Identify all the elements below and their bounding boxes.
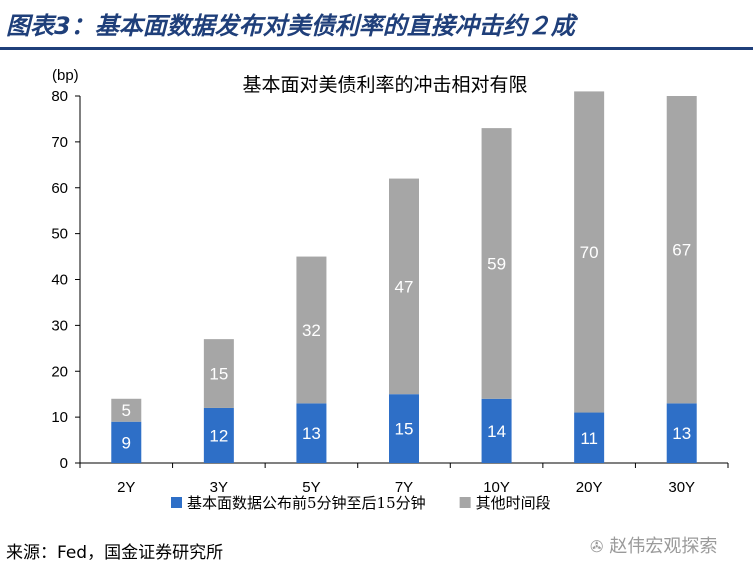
bar-segment [574,91,605,413]
bar-segment [481,128,512,399]
x-axis: 2Y 3Y 5Y 7Y 10Y 20Y 30Y [79,462,729,496]
watermark: ✇ 赵伟宏观探索 [590,532,717,558]
x-tick-label: 7Y [395,479,413,496]
bar-series: 9 5 12 15 13 32 15 47 14 59 11 70 13 67 [111,91,697,463]
y-tick-label: 10 [51,409,68,426]
x-tick-label: 20Y [576,479,603,496]
bar-data-label: 9 [122,433,131,452]
bar-data-label: 12 [209,426,228,445]
bar-segment [666,96,697,404]
y-tick-label: 60 [51,180,68,197]
bar-segment [481,398,512,463]
bar-data-label: 15 [209,365,228,384]
bar-data-label: 11 [580,429,598,448]
watermark-text: 赵伟宏观探索 [609,536,718,557]
bar-data-label: 14 [487,422,506,441]
bar-data-label: 67 [672,241,691,260]
bar-data-label: 13 [302,424,321,443]
bar-data-label: 13 [672,424,691,443]
figure-title: 图表3：基本面数据发布对美债利率的直接冲击约２成 [6,12,575,40]
source-note: 来源：Fed，国金证券研究所 [6,543,224,563]
y-tick-label: 0 [60,455,68,472]
legend-label: 其他时间段 [476,494,551,512]
x-tick-label: 2Y [117,479,135,496]
bar-segment [203,407,234,463]
bar-segment [666,403,697,463]
wechat-icon: ✇ [590,537,604,556]
y-axis-unit: (bp) [52,67,79,84]
x-tick-label: 30Y [668,479,695,496]
legend-label: 基本面数据公布前5分钟至后15分钟 [187,494,426,512]
bar-segment [111,421,142,463]
chart-title: 基本面对美债利率的冲击相对有限 [242,74,527,96]
y-tick-label: 80 [51,88,68,105]
bar-data-label: 5 [122,401,131,420]
x-tick-label: 10Y [483,479,510,496]
bar-segment [296,256,327,404]
bar-segment [111,398,142,422]
bar-data-label: 59 [487,254,506,273]
bar-segment [574,412,605,463]
bar-data-label: 32 [302,321,321,340]
y-tick-label: 50 [51,226,68,243]
legend-swatch [459,497,471,508]
x-tick-label: 3Y [210,479,228,496]
bar-data-label: 70 [580,243,599,262]
y-tick-label: 30 [51,317,68,334]
stacked-bar-chart: 基本面对美债利率的冲击相对有限 (bp) 0 10 20 30 40 50 60 70 80 2… [51,67,729,512]
x-tick-label: 5Y [302,479,320,496]
y-tick-label: 20 [51,363,68,380]
y-tick-label: 70 [51,134,68,151]
bar-segment [389,178,419,395]
bar-segment [389,394,419,463]
bar-data-label: 15 [395,420,414,439]
title-divider [0,47,753,50]
y-axis: 0 10 20 30 40 50 60 70 80 [51,88,81,472]
legend-swatch [171,497,182,508]
bar-segment [203,339,234,408]
y-tick-label: 40 [51,272,68,289]
bar-data-label: 47 [395,277,414,296]
chart-legend: 基本面数据公布前5分钟至后15分钟 其他时间段 [171,494,551,512]
bar-segment [296,403,327,463]
